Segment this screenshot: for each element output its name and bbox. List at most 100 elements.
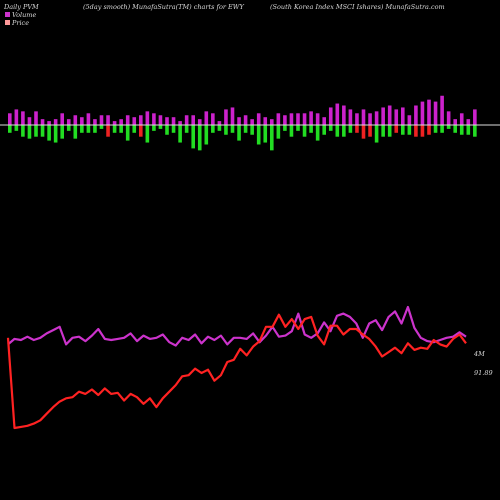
pvm-bar-down <box>302 125 307 137</box>
pvm-bar-up <box>466 119 471 125</box>
pvm-bar-down <box>361 125 366 139</box>
pvm-bar-up <box>230 107 235 125</box>
pvm-bar-down <box>184 125 189 133</box>
pvm-bar-up <box>315 113 320 125</box>
pvm-bar-up <box>112 121 117 125</box>
pvm-bar-down <box>473 125 477 137</box>
pvm-bar-down <box>315 125 320 141</box>
pvm-bar-up <box>387 105 392 125</box>
pvm-bar-down <box>73 125 78 139</box>
pvm-bar-down <box>256 125 261 145</box>
pvm-bar-up <box>433 101 438 125</box>
pvm-bar-down <box>335 125 340 137</box>
pvm-bar-down <box>394 125 399 133</box>
pvm-bar-down <box>171 125 176 133</box>
pvm-bar-up <box>283 115 287 125</box>
pvm-bar-up <box>394 109 399 125</box>
pvm-bar-down <box>433 125 438 133</box>
pvm-bar-up <box>335 103 340 125</box>
pvm-bar-down <box>276 125 281 139</box>
volume-end-label: 4M <box>473 350 485 358</box>
pvm-bar-up <box>473 109 477 125</box>
pvm-bar-down <box>440 125 444 133</box>
pvm-bar-up <box>361 109 366 125</box>
pvm-bar-up <box>145 111 150 125</box>
pvm-bar-up <box>184 115 189 125</box>
pvm-bar-down <box>86 125 91 133</box>
pvm-bar-up <box>368 113 372 125</box>
pvm-bar-down <box>145 125 150 143</box>
pvm-bar-up <box>27 117 32 125</box>
pvm-bar-down <box>211 125 215 133</box>
pvm-bar-up <box>309 111 313 125</box>
pvm-bar-up <box>276 113 281 125</box>
pvm-bar-down <box>270 125 274 151</box>
pvm-bar-down <box>40 125 45 137</box>
pvm-bar-down <box>407 125 412 135</box>
pvm-bar-down <box>250 125 254 135</box>
pvm-bar-down <box>283 125 287 131</box>
pvm-bar-up <box>93 119 97 125</box>
pvm-bar-up <box>243 115 248 125</box>
pvm-bar-up <box>459 113 464 125</box>
volume-line <box>7 305 467 347</box>
pvm-bar-down <box>420 125 425 137</box>
pvm-bar-up <box>40 119 45 125</box>
pvm-bar-up <box>119 119 123 125</box>
pvm-bar-up <box>125 115 130 125</box>
pvm-bar-up <box>171 117 176 125</box>
pvm-bar-down <box>119 125 123 133</box>
pvm-bar-up <box>355 113 359 125</box>
pvm-bar-up <box>99 115 104 125</box>
pvm-bar-up <box>381 107 385 125</box>
pvm-bar-down <box>178 125 182 143</box>
pvm-bar-up <box>270 119 274 125</box>
pvm-bar-up <box>296 113 300 125</box>
pvm-bar-down <box>309 125 313 133</box>
pvm-bar-down <box>34 125 38 137</box>
pvm-bar-up <box>47 121 51 125</box>
pvm-bar-up <box>446 111 451 125</box>
pvm-bar-down <box>204 125 209 145</box>
pvm-bar-down <box>47 125 51 141</box>
pvm-bar-down <box>289 125 294 137</box>
pvm-bar-up <box>73 115 78 125</box>
pvm-bar-down <box>355 125 359 133</box>
pvm-bar-up <box>80 117 84 125</box>
pvm-bar-up <box>453 119 457 125</box>
pvm-bar-up <box>440 95 444 125</box>
pvm-bar-down <box>132 125 137 133</box>
pvm-bar-down <box>165 125 169 135</box>
pvm-bar-down <box>387 125 392 137</box>
pvm-bar-down <box>27 125 32 139</box>
pvm-bar-up <box>256 113 261 125</box>
price-line <box>6 313 467 430</box>
pvm-bar-down <box>191 125 195 149</box>
pvm-bar-down <box>466 125 471 135</box>
pvm-bar-up <box>224 109 228 125</box>
pvm-bars <box>8 95 477 151</box>
pvm-bar-up <box>401 107 405 125</box>
pvm-bar-up <box>204 111 209 125</box>
pvm-bar-up <box>158 115 163 125</box>
pvm-bar-down <box>139 125 143 137</box>
pvm-bar-down <box>243 125 248 133</box>
legend-price-swatch <box>5 20 10 25</box>
pvm-bar-up <box>14 109 19 125</box>
pvm-bar-down <box>459 125 464 135</box>
pvm-bar-up <box>407 115 412 125</box>
pvm-bar-down <box>21 125 25 137</box>
pvm-bar-up <box>86 113 91 125</box>
pvm-bar-up <box>374 111 379 125</box>
pvm-bar-down <box>237 125 241 141</box>
pvm-bar-down <box>125 125 130 141</box>
pvm-bar-up <box>348 109 353 125</box>
pvm-bar-up <box>106 115 110 125</box>
pvm-bar-down <box>401 125 405 135</box>
pvm-bar-down <box>348 125 353 133</box>
pvm-bar-up <box>427 99 431 125</box>
pvm-bar-down <box>446 125 451 129</box>
pvm-bar-down <box>374 125 379 143</box>
pvm-bar-up <box>237 117 241 125</box>
